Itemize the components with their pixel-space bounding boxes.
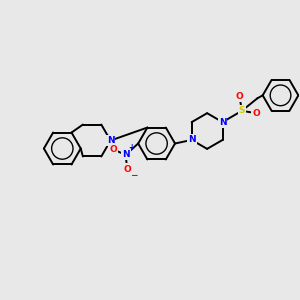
Text: O: O (109, 145, 117, 154)
Text: −: − (130, 170, 137, 179)
Text: O: O (236, 92, 243, 101)
Text: N: N (122, 150, 130, 159)
Text: N: N (107, 136, 114, 145)
Text: N: N (188, 135, 196, 144)
Text: N: N (219, 118, 226, 127)
Text: S: S (238, 106, 245, 115)
Text: O: O (123, 165, 131, 174)
Text: O: O (252, 109, 260, 118)
Text: +: + (128, 143, 135, 152)
